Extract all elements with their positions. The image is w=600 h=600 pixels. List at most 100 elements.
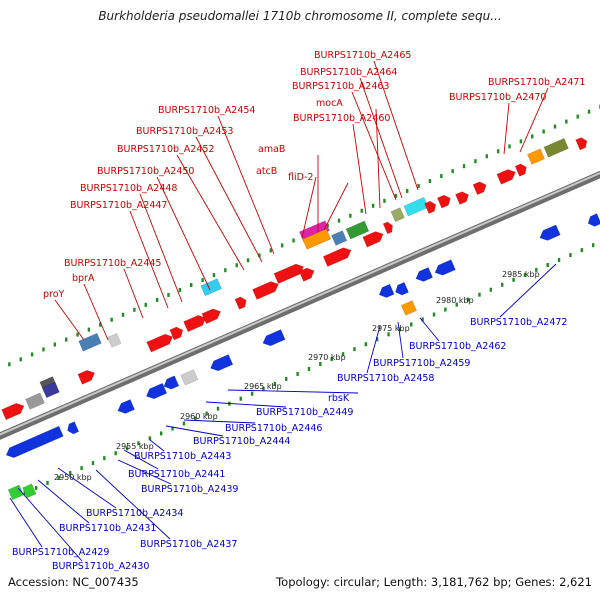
scale-labels: 2950 kbp 2955 kbp 2960 kbp 2965 kbp 2970 kbp… xyxy=(54,270,540,482)
gene-feature xyxy=(302,228,332,250)
gene-feature xyxy=(252,281,279,300)
gene-feature xyxy=(331,230,348,246)
backbone-line xyxy=(0,170,600,440)
topology-text: Topology: circular; Length: 3,181,762 bp… xyxy=(276,575,592,589)
forward-gene-label: fliD-2 xyxy=(288,172,313,183)
gene-feature xyxy=(395,281,409,296)
gene-feature xyxy=(424,200,437,214)
scale-label: 2955 kbp xyxy=(116,442,154,451)
reverse-gene-label: BURPS1710b_A2443 xyxy=(134,451,231,462)
reverse-leader xyxy=(499,263,557,318)
reverse-gene-label: BURPS1710b_A2444 xyxy=(193,436,290,447)
forward-leader xyxy=(301,176,317,239)
reverse-leader xyxy=(149,439,165,452)
reverse-gene-label: BURPS1710b_A2434 xyxy=(86,508,183,519)
gene-feature xyxy=(400,300,417,316)
scale-label: 2960 kbp xyxy=(180,412,218,421)
forward-leader xyxy=(352,123,367,215)
forward-leader xyxy=(176,154,245,271)
forward-gene-label: BURPS1710b_A2447 xyxy=(70,200,167,211)
forward-gene-label: BURPS1710b_A2470 xyxy=(449,92,546,103)
gene-feature xyxy=(146,333,174,353)
reverse-leader xyxy=(123,449,159,470)
reverse-gene-label: BURPS1710b_A2449 xyxy=(256,407,353,418)
forward-gene-label: mocA xyxy=(316,98,343,109)
scale-label: 2985 kbp xyxy=(502,270,540,279)
gene-feature xyxy=(322,247,352,267)
forward-gene-label: BURPS1710b_A2460 xyxy=(293,113,390,124)
forward-gene-label: BURPS1710b_A2465 xyxy=(314,50,411,61)
forward-leader xyxy=(373,60,419,191)
gene-feature xyxy=(345,220,370,240)
gene-feature xyxy=(169,326,184,341)
forward-gene-label: BURPS1710b_A2463 xyxy=(292,81,389,92)
reverse-leader xyxy=(205,401,287,408)
forward-leader xyxy=(195,136,263,263)
gene-feature xyxy=(117,399,135,414)
gene-feature xyxy=(472,181,487,196)
map-title: Burkholderia pseudomallei 1710b chromoso… xyxy=(98,9,502,23)
forward-gene-label: proY xyxy=(43,289,65,300)
gene-feature xyxy=(183,314,207,333)
forward-leader xyxy=(123,268,144,319)
forward-leader xyxy=(217,115,275,255)
reverse-leader xyxy=(17,487,83,562)
gene-feature xyxy=(587,213,600,227)
gene-feature xyxy=(455,191,469,205)
forward-leader xyxy=(503,102,510,155)
gene-feature xyxy=(378,283,395,298)
scale-label: 2965 kbp xyxy=(244,382,282,391)
label-leaders xyxy=(9,60,557,562)
gene-feature xyxy=(403,196,429,217)
gene-feature xyxy=(7,484,24,501)
reverse-leader xyxy=(37,479,90,524)
forward-gene-label: amaB xyxy=(258,144,285,155)
forward-leader xyxy=(519,87,549,153)
gene-feature xyxy=(362,231,384,248)
reverse-leader xyxy=(366,325,381,374)
gene-feature xyxy=(382,221,393,235)
gene-feature xyxy=(163,375,180,390)
gene-feature xyxy=(22,483,37,499)
gene-feature xyxy=(514,163,527,177)
forward-gene-label: BURPS1710b_A2471 xyxy=(488,77,585,88)
gene-feature xyxy=(1,403,25,421)
reverse-leader xyxy=(419,317,440,342)
forward-gene-label: BURPS1710b_A2454 xyxy=(158,105,255,116)
gene-feature xyxy=(210,354,234,372)
forward-leader xyxy=(156,176,211,291)
gene-feature xyxy=(575,137,588,151)
genes xyxy=(1,137,600,501)
reverse-gene-label: BURPS1710b_A2472 xyxy=(470,317,567,328)
reverse-leader xyxy=(95,469,171,540)
gene-feature xyxy=(298,267,315,282)
reverse-leader xyxy=(183,419,256,424)
reverse-gene-label: BURPS1710b_A2439 xyxy=(141,484,238,495)
forward-leader xyxy=(54,299,85,341)
forward-gene-label: BURPS1710b_A2448 xyxy=(80,183,177,194)
gene-feature xyxy=(496,169,516,185)
reverse-gene-label: BURPS1710b_A2437 xyxy=(140,539,237,550)
reverse-gene-label: BURPS1710b_A2429 xyxy=(12,547,109,558)
forward-gene-label: bprA xyxy=(72,273,95,284)
reverse-gene-label: BURPS1710b_A2441 xyxy=(128,469,225,480)
reverse-leader xyxy=(117,459,172,485)
gene-feature xyxy=(390,207,405,223)
gene-feature xyxy=(145,382,168,400)
reverse-gene-label: BURPS1710b_A2431 xyxy=(59,523,156,534)
gene-feature xyxy=(25,392,45,410)
accession-text: Accession: NC_007435 xyxy=(8,575,139,589)
gene-feature xyxy=(77,370,96,385)
forward-gene-label: BURPS1710b_A2453 xyxy=(136,126,233,137)
reverse-gene-label: BURPS1710b_A2459 xyxy=(373,358,470,369)
gene-feature xyxy=(41,381,60,399)
reverse-leader xyxy=(57,467,117,509)
reverse-leader xyxy=(9,497,43,548)
gene-feature xyxy=(543,138,569,158)
gene-feature xyxy=(107,333,122,348)
reverse-gene-label: BURPS1710b_A2446 xyxy=(225,423,322,434)
scale-label: 2975 kbp xyxy=(372,324,410,333)
forward-leader xyxy=(323,182,349,231)
gene-feature xyxy=(78,332,102,352)
reverse-leader xyxy=(227,389,359,394)
